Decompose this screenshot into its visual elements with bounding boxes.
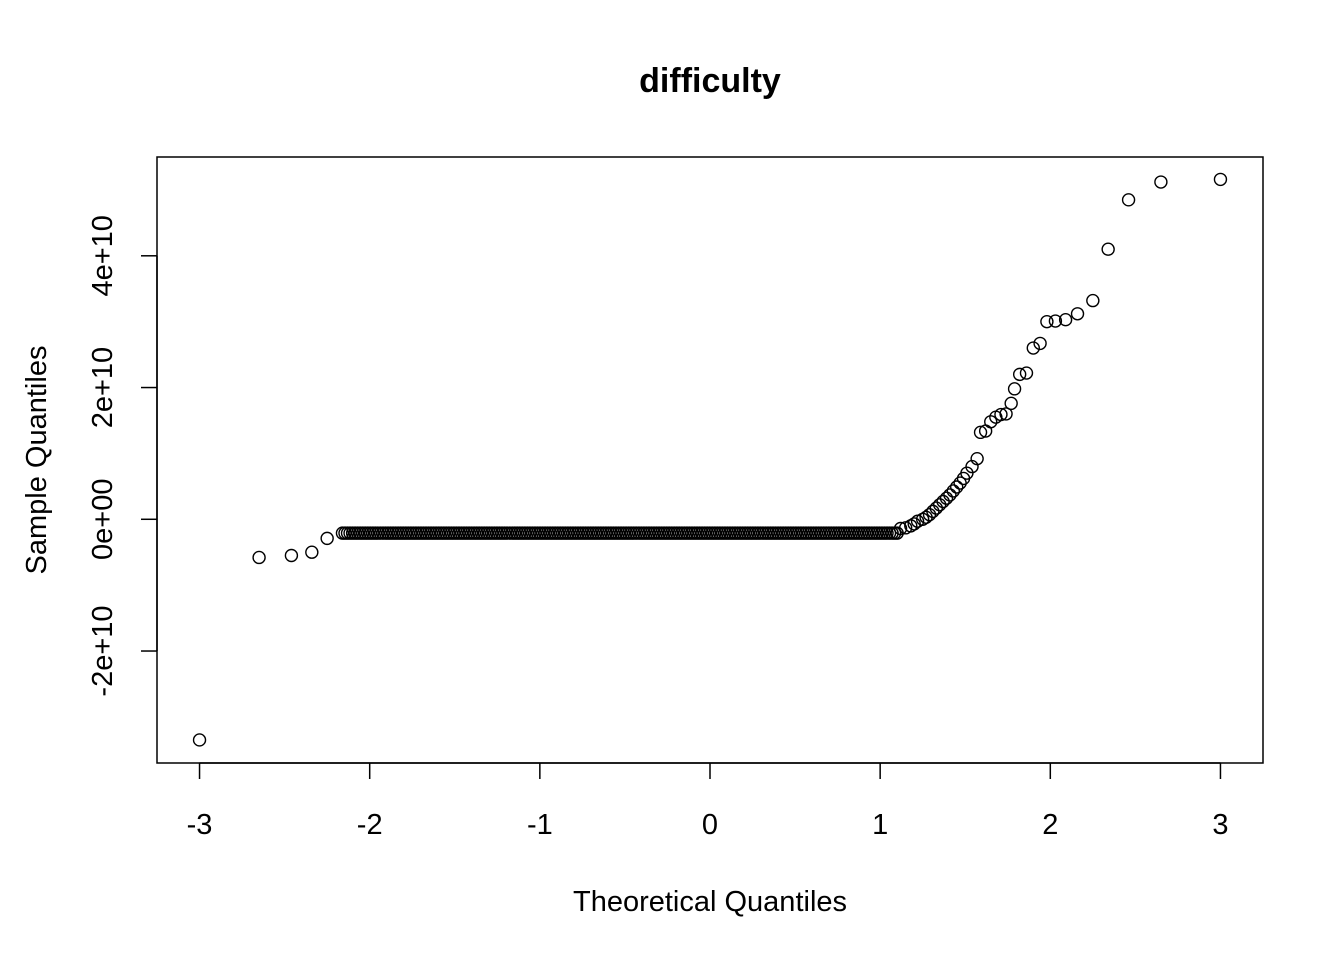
data-point: [320, 531, 334, 546]
data-point: [1213, 172, 1228, 187]
data-point: [904, 519, 918, 533]
data-point: [893, 521, 908, 536]
x-tick-label: 3: [1212, 809, 1228, 841]
x-axis: -3 -2 -1 0 1 2 3: [187, 762, 1229, 841]
y-tick-label: 0e+00: [87, 479, 119, 560]
data-point: [994, 407, 1008, 422]
data-point: [1058, 312, 1073, 327]
x-axis-label: Theoretical Quantiles: [573, 886, 847, 918]
data-point: [933, 498, 947, 512]
data-point: [973, 425, 988, 440]
data-point: [915, 512, 930, 526]
data-point: [1026, 341, 1040, 355]
x-tick-label: 0: [702, 809, 718, 841]
data-point: [939, 491, 954, 505]
y-axis-label: Sample Quantiles: [21, 346, 53, 575]
data-point: [1040, 314, 1054, 329]
data-point: [929, 501, 944, 515]
data-point: [936, 494, 950, 509]
data-point: [1019, 366, 1034, 380]
data-point: [192, 733, 207, 747]
data-point: [1033, 336, 1047, 351]
x-tick-label: -3: [187, 809, 213, 841]
data-point: [1007, 382, 1022, 396]
y-tick-label: 2e+10: [87, 347, 119, 428]
data-point: [284, 548, 299, 563]
data-point: [950, 480, 964, 494]
y-tick-label: 4e+10: [87, 215, 119, 296]
data-point: [1012, 367, 1027, 382]
chart-title: difficulty: [639, 62, 781, 100]
plot-frame: [156, 156, 1264, 764]
data-point: [1086, 293, 1100, 308]
data-point: [1048, 314, 1063, 328]
data-point: [946, 484, 961, 498]
x-tick-label: -2: [357, 809, 383, 841]
data-point: [943, 488, 957, 502]
data-point: [953, 476, 967, 490]
data-point: [1121, 193, 1136, 207]
data-point: [1070, 307, 1085, 321]
data-point: [1101, 242, 1115, 256]
data-point: [907, 517, 921, 531]
data-points: [192, 172, 1228, 747]
data-point: [252, 550, 266, 565]
x-tick-label: -1: [527, 809, 553, 841]
y-axis: -2e+10 0e+00 2e+10 4e+10: [87, 215, 158, 697]
data-point: [305, 545, 319, 559]
x-tick-label: 1: [872, 809, 888, 841]
data-point: [1004, 396, 1018, 411]
data-point: [984, 415, 998, 429]
x-tick-label: 2: [1042, 809, 1058, 841]
y-tick-label: -2e+10: [87, 605, 119, 696]
data-point: [922, 507, 937, 522]
data-point: [999, 407, 1013, 421]
data-point: [970, 451, 984, 466]
data-point: [1154, 175, 1168, 189]
